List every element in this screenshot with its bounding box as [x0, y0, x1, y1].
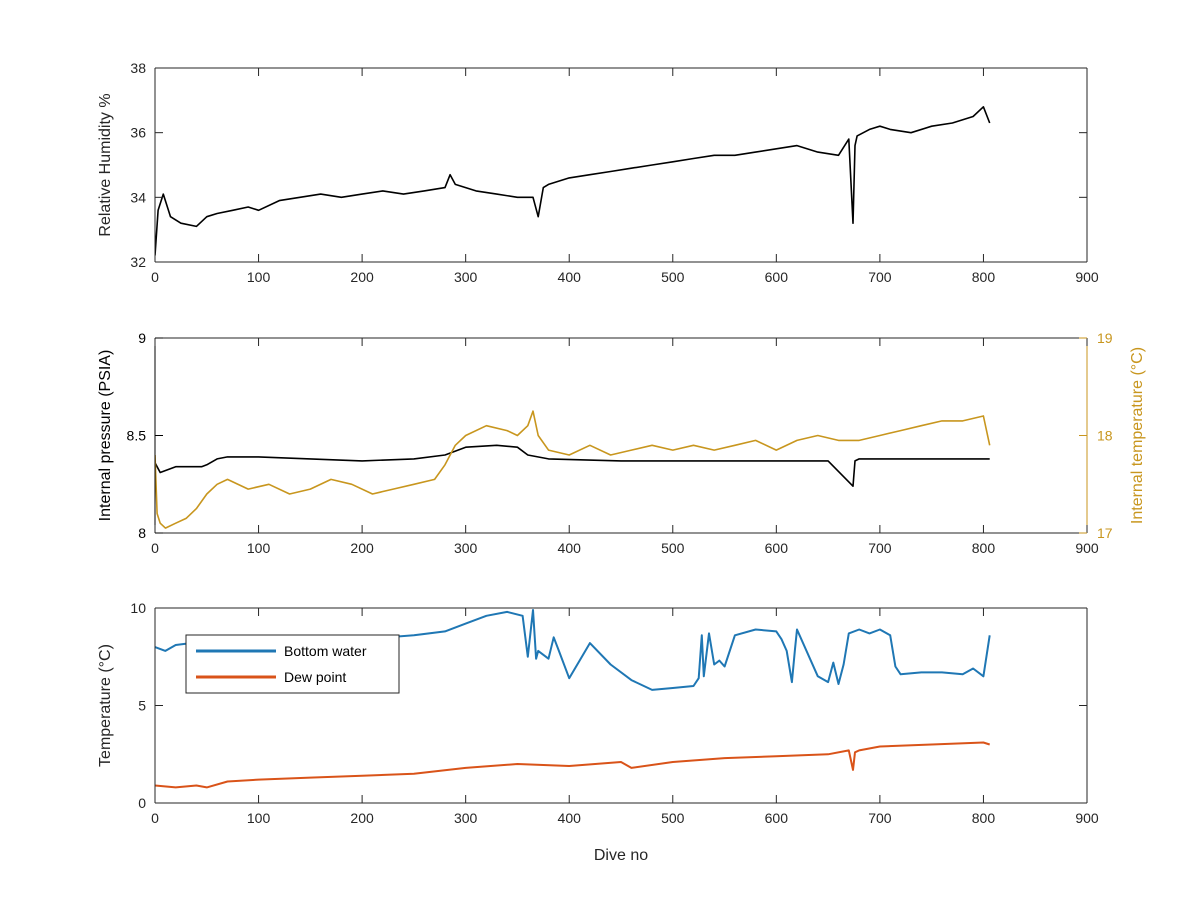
- y-tick-label: 8.5: [127, 428, 147, 444]
- y-tick-label: 36: [130, 125, 146, 141]
- x-tick-label: 800: [972, 540, 996, 556]
- x-tick-label: 700: [868, 540, 892, 556]
- series-line-bottom-water: [155, 609, 991, 691]
- x-tick-label: 500: [661, 269, 685, 285]
- x-tick-label: 400: [558, 810, 582, 826]
- y2-axis-label: Internal temperature (°C): [1129, 347, 1146, 524]
- x-tick-label: 900: [1075, 810, 1099, 826]
- x-tick-label: 0: [151, 269, 159, 285]
- x-tick-label: 900: [1075, 540, 1099, 556]
- x-tick-label: 700: [868, 269, 892, 285]
- y-tick-label: 5: [138, 698, 146, 714]
- x-tick-label: 900: [1075, 269, 1099, 285]
- y-axis-label: Temperature (°C): [97, 644, 114, 767]
- x-tick-label: 300: [454, 269, 478, 285]
- y-tick-label: 9: [138, 330, 146, 346]
- x-tick-label: 500: [661, 810, 685, 826]
- x-tick-label: 100: [247, 810, 271, 826]
- y-axis-label: Internal pressure (PSIA): [97, 350, 114, 522]
- x-tick-label: 0: [151, 810, 159, 826]
- x-tick-label: 300: [454, 540, 478, 556]
- series-line-2-2: [155, 410, 991, 529]
- x-tick-label: 500: [661, 540, 685, 556]
- x-tick-label: 700: [868, 810, 892, 826]
- y-tick-label: 34: [130, 189, 146, 205]
- series-line-1-1: [155, 106, 991, 256]
- series-line-dew-point: [155, 741, 991, 789]
- x-tick-label: 300: [454, 810, 478, 826]
- panel-1: 0 100 200 300 400 500 600 700 800 900 32 34 36 38 Rela…: [97, 60, 1099, 285]
- y2-tick-label: 18: [1097, 428, 1113, 444]
- legend: Bottom water Dew point: [185, 634, 400, 694]
- series-line-2-1: [155, 444, 990, 488]
- panel-2: 0 100 200 300 400 500 600 700 800 900 8 8.5 9 17 18 19 I…: [97, 330, 1146, 556]
- x-tick-label: 200: [350, 810, 374, 826]
- y2-tick-label: 19: [1097, 330, 1113, 346]
- legend-label: Bottom water: [284, 643, 367, 659]
- x-tick-label: 400: [558, 540, 582, 556]
- y-axis-label: Relative Humidity %: [97, 93, 114, 236]
- x-tick-label: 0: [151, 540, 159, 556]
- legend-box: [185, 634, 400, 694]
- y-tick-label: 0: [138, 795, 146, 811]
- y-tick-label: 10: [130, 600, 146, 616]
- legend-label: Dew point: [284, 669, 346, 685]
- x-tick-label: 400: [558, 269, 582, 285]
- x-tick-label: 600: [765, 810, 789, 826]
- x-tick-label: 800: [972, 810, 996, 826]
- x-tick-label: 600: [765, 540, 789, 556]
- y-tick-label: 38: [130, 60, 146, 76]
- x-tick-label: 100: [247, 540, 271, 556]
- x-axis-label: Dive no: [594, 847, 648, 864]
- x-tick-label: 600: [765, 269, 789, 285]
- panel-3: 0 100 200 300 400 500 600 700 800 900 0 5 10 Temperat…: [97, 600, 1099, 864]
- x-tick-label: 200: [350, 540, 374, 556]
- x-tick-label: 100: [247, 269, 271, 285]
- y-tick-label: 32: [130, 254, 146, 270]
- x-tick-label: 200: [350, 269, 374, 285]
- y-tick-label: 8: [138, 525, 146, 541]
- y2-tick-label: 17: [1097, 525, 1113, 541]
- x-tick-label: 800: [972, 269, 996, 285]
